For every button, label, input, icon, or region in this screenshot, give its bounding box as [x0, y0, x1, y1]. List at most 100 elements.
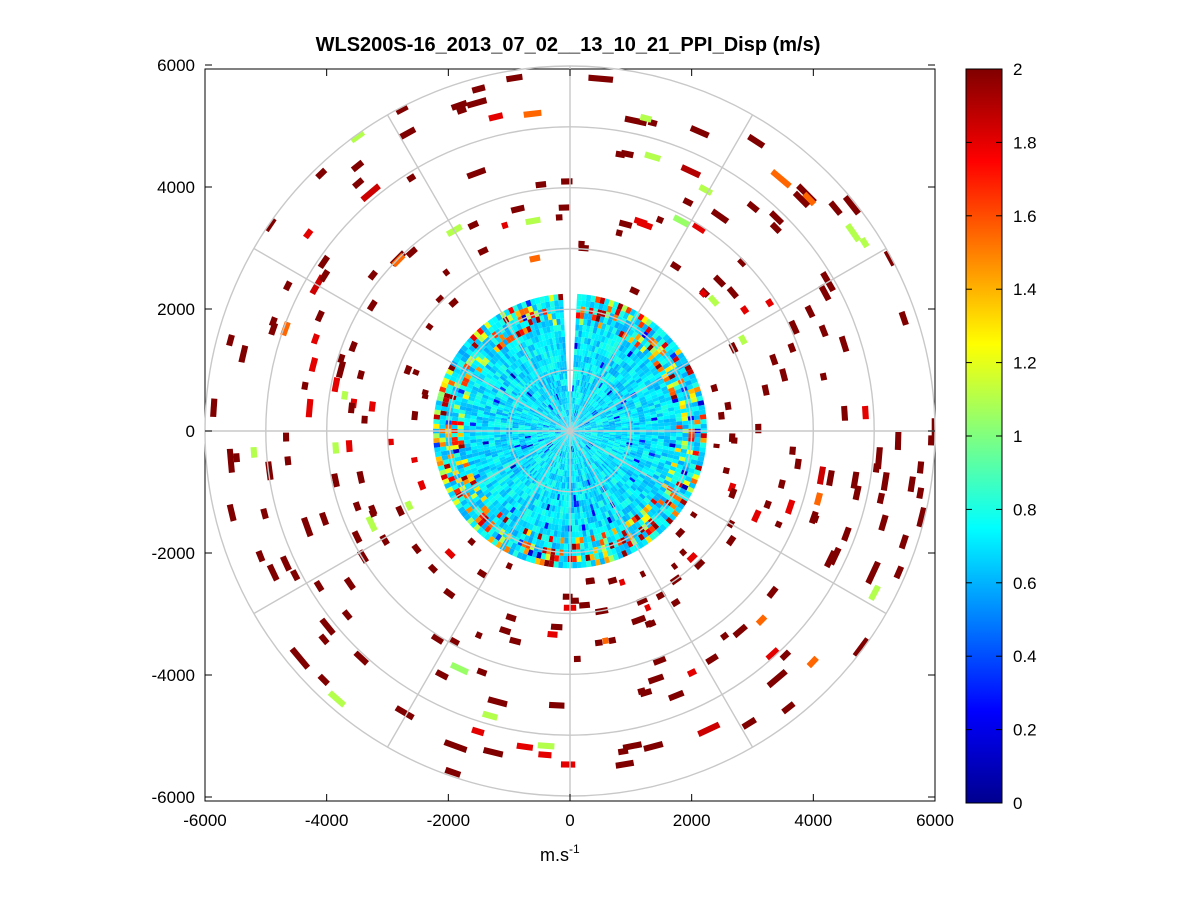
- inner-cell: [492, 499, 499, 507]
- inner-cell: [558, 463, 562, 470]
- inner-cell: [488, 423, 495, 427]
- inner-cell: [553, 511, 558, 519]
- inner-cell: [540, 414, 547, 419]
- inner-cell: [550, 453, 556, 460]
- inner-cell: [522, 493, 529, 501]
- inner-cell: [601, 441, 608, 446]
- inner-cell: [553, 343, 558, 351]
- inner-cell: [559, 543, 565, 550]
- inner-cell: [491, 323, 499, 332]
- inner-cell: [649, 508, 657, 516]
- inner-cell: [532, 386, 538, 392]
- inner-cell: [634, 401, 641, 406]
- inner-cell: [575, 494, 579, 501]
- inner-cell: [659, 359, 668, 367]
- data-cell: [482, 747, 504, 758]
- inner-cell: [488, 440, 495, 444]
- data-cell: [907, 476, 916, 493]
- inner-cell: [644, 393, 652, 399]
- inner-cell: [608, 480, 614, 487]
- inner-cell: [539, 415, 546, 420]
- colorbar-tick-label: 1: [1013, 427, 1022, 446]
- colorbar-tick-label: 1.6: [1013, 207, 1037, 226]
- inner-cell: [536, 398, 542, 404]
- inner-cell: [623, 483, 631, 490]
- inner-cell: [612, 520, 619, 528]
- inner-cell: [513, 442, 521, 446]
- inner-cell: [505, 495, 513, 503]
- inner-cell: [557, 443, 562, 449]
- inner-cell: [571, 409, 574, 416]
- inner-cell: [505, 329, 512, 337]
- data-cell: [562, 593, 573, 600]
- inner-cell: [570, 458, 572, 465]
- inner-cell: [542, 428, 549, 430]
- inner-cell: [636, 449, 644, 454]
- inner-cell: [564, 416, 567, 423]
- inner-cell: [494, 460, 502, 466]
- inner-cell: [465, 506, 474, 514]
- inner-cell: [558, 450, 562, 457]
- inner-cell: [578, 424, 584, 428]
- inner-cell: [557, 374, 561, 381]
- inner-cell: [575, 457, 578, 464]
- inner-cell: [523, 450, 530, 455]
- inner-cell: [576, 437, 582, 442]
- inner-cell: [634, 366, 642, 373]
- inner-cell: [692, 450, 700, 456]
- inner-cell: [494, 396, 502, 402]
- inner-cell: [542, 454, 548, 460]
- inner-cell: [594, 442, 601, 447]
- inner-cell: [637, 518, 645, 526]
- inner-cell: [590, 435, 597, 438]
- inner-cell: [561, 482, 564, 489]
- inner-cell: [658, 394, 665, 401]
- inner-cell: [601, 418, 608, 422]
- inner-cell: [576, 555, 582, 562]
- data-cell: [787, 342, 797, 353]
- inner-cell: [584, 454, 589, 460]
- inner-cell: [495, 413, 502, 418]
- inner-cell: [556, 399, 561, 406]
- inner-cell: [619, 414, 626, 418]
- inner-cell: [476, 526, 485, 535]
- inner-cell: [565, 458, 568, 465]
- inner-cell: [495, 533, 503, 541]
- inner-cell: [505, 511, 513, 519]
- inner-cell: [479, 471, 486, 477]
- inner-cell: [566, 391, 569, 398]
- inner-cell: [621, 437, 628, 441]
- inner-cell: [582, 409, 588, 415]
- data-cell: [746, 200, 760, 214]
- inner-cell: [667, 403, 674, 409]
- inner-cell: [520, 457, 527, 463]
- inner-cell: [602, 437, 609, 440]
- inner-cell: [612, 485, 618, 492]
- inner-cell: [590, 535, 596, 542]
- inner-cell: [547, 451, 552, 457]
- data-cell: [345, 440, 353, 453]
- inner-cell: [556, 512, 560, 519]
- data-cell: [698, 289, 708, 298]
- inner-cell: [549, 426, 556, 429]
- inner-cell: [564, 423, 569, 429]
- inner-cell: [470, 389, 478, 395]
- inner-cell: [477, 388, 485, 395]
- inner-cell: [559, 494, 563, 501]
- inner-cell: [562, 507, 566, 514]
- inner-cell: [595, 296, 601, 304]
- inner-cell: [679, 487, 687, 495]
- inner-cell: [514, 478, 521, 485]
- inner-cell: [542, 393, 548, 400]
- inner-cell: [584, 426, 591, 429]
- inner-cell: [653, 456, 661, 462]
- inner-cell: [560, 379, 563, 387]
- inner-cell: [555, 426, 562, 429]
- inner-cell: [676, 425, 683, 430]
- inner-cell: [560, 419, 565, 425]
- inner-cell: [534, 297, 541, 305]
- inner-cell: [567, 403, 569, 410]
- inner-cell: [577, 342, 581, 350]
- inner-cell: [550, 422, 557, 425]
- inner-cell: [643, 465, 650, 472]
